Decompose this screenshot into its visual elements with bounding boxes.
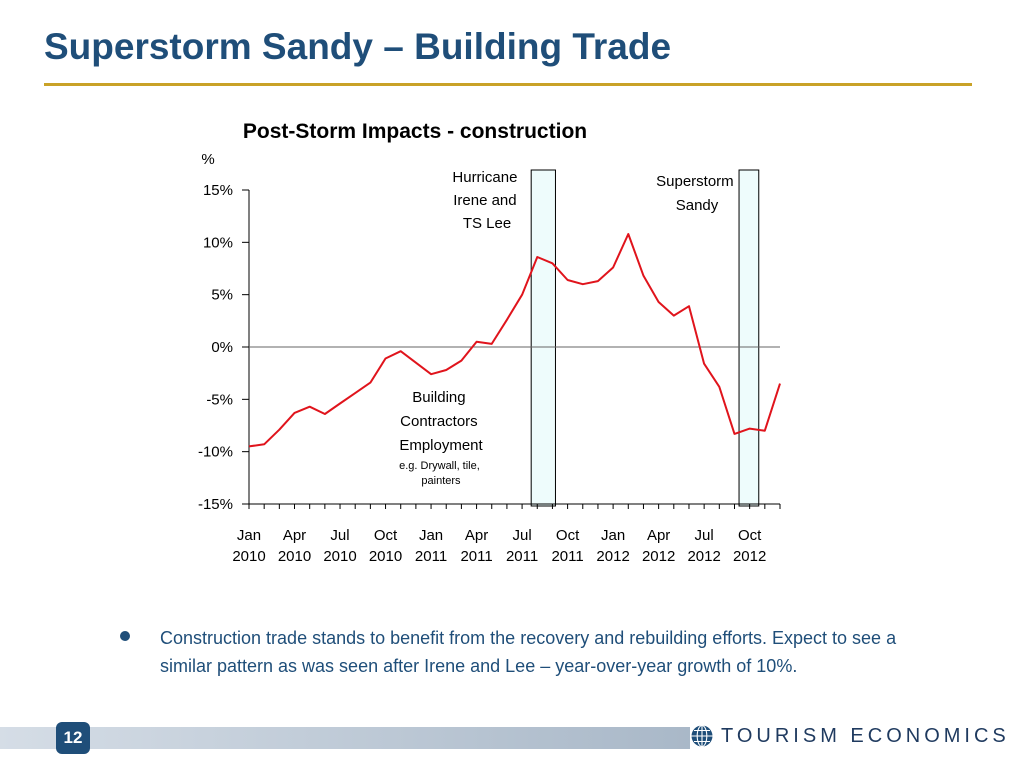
irene-callout-line-1: Hurricane — [452, 169, 517, 186]
series-annotation-line-1: Building — [412, 389, 465, 406]
highlight-bands — [530, 169, 760, 507]
x-tick-label-month: Oct — [556, 527, 580, 544]
irene-callout-line-3: TS Lee — [463, 215, 511, 232]
x-tick-label-month: Jan — [237, 527, 261, 544]
x-tick-label-year: 2010 — [232, 548, 265, 565]
y-tick-label: 15% — [203, 182, 233, 199]
x-tick-label-year: 2012 — [596, 548, 629, 565]
x-tick-label-month: Apr — [647, 527, 670, 544]
bullet-marker — [120, 631, 130, 641]
bullet-list: Construction trade stands to benefit fro… — [120, 624, 920, 680]
x-tick-label-month: Apr — [465, 527, 488, 544]
chart-title: Post-Storm Impacts - construction — [243, 120, 587, 143]
series-annotation: Building Contractors Employment — [399, 389, 483, 454]
series-line-building-contractors — [248, 233, 781, 448]
series-annotation-note-line-1: e.g. Drywall, tile, — [399, 460, 480, 472]
x-tick-label-year: 2011 — [551, 548, 583, 565]
page-number-badge: 12 — [56, 722, 90, 754]
irene-callout: Hurricane Irene and TS Lee — [452, 169, 521, 232]
title-divider — [44, 83, 972, 86]
slide-title: Superstorm Sandy – Building Trade — [44, 26, 672, 67]
x-tick-label-month: Jul — [695, 527, 714, 544]
y-tick-label: 10% — [203, 234, 233, 251]
footer-bar — [0, 727, 690, 749]
y-axis-unit-label: % — [201, 151, 214, 168]
highlight-band-1 — [530, 169, 556, 507]
x-tick-label-month: Jul — [330, 527, 349, 544]
x-tick-label-month: Apr — [283, 527, 306, 544]
highlight-band-2 — [738, 169, 760, 507]
series-annotation-note: e.g. Drywall, tile, painters — [399, 460, 483, 487]
x-tick-label-year: 2011 — [415, 548, 447, 565]
y-tick-label: 0% — [211, 339, 233, 356]
series-layer — [248, 233, 781, 448]
x-tick-label-year: 2011 — [506, 548, 538, 565]
x-tick-label-month: Oct — [738, 527, 762, 544]
x-tick-label-month: Jan — [419, 527, 443, 544]
x-tick-label-month: Oct — [374, 527, 398, 544]
x-tick-label-month: Jan — [601, 527, 625, 544]
brand-name: TOURISM ECONOMICS — [721, 724, 1010, 747]
x-tick-label-year: 2012 — [642, 548, 675, 565]
y-tick-label: -15% — [198, 496, 233, 513]
series-annotation-line-3: Employment — [399, 437, 483, 454]
axes — [242, 189, 781, 509]
sandy-callout: Superstorm Sandy — [656, 173, 738, 214]
brand-logo: TOURISM ECONOMICS — [690, 724, 1010, 748]
x-tick-label-year: 2011 — [460, 548, 492, 565]
x-tick-label-year: 2012 — [687, 548, 720, 565]
x-tick-label-year: 2010 — [369, 548, 402, 565]
y-tick-label: 5% — [211, 287, 233, 304]
globe-icon — [691, 724, 713, 748]
x-tick-label-year: 2010 — [323, 548, 356, 565]
axis-labels: 15%10%5%0%-5%-10%-15%Jan2010Apr2010Jul20… — [198, 182, 766, 565]
x-tick-label-year: 2012 — [733, 548, 766, 565]
series-annotation-line-2: Contractors — [400, 413, 478, 430]
x-tick-label-month: Jul — [512, 527, 531, 544]
series-annotation-note-line-2: painters — [421, 475, 461, 487]
bullet-text: Construction trade stands to benefit fro… — [160, 628, 897, 676]
sandy-callout-line-1: Superstorm — [656, 173, 734, 190]
y-tick-label: -5% — [206, 391, 233, 408]
irene-callout-line-2: Irene and — [453, 192, 516, 209]
y-tick-label: -10% — [198, 444, 233, 461]
x-tick-label-year: 2010 — [278, 548, 311, 565]
sandy-callout-line-2: Sandy — [676, 197, 719, 214]
construction-line-chart: Post-Storm Impacts - construction % 15% 1… — [198, 120, 781, 565]
